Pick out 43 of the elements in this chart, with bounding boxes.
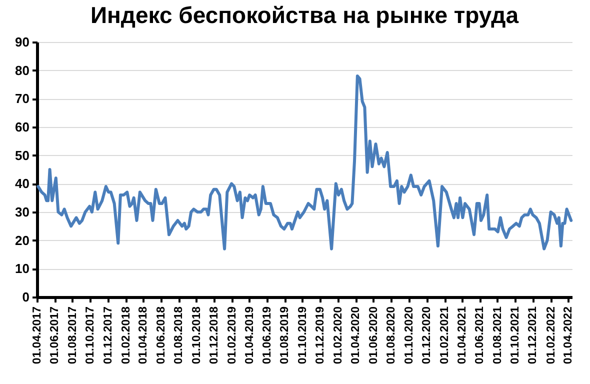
y-tick-label: 10 — [15, 261, 30, 276]
x-tick-label: 01.04.2020 — [350, 306, 362, 364]
x-tick-label: 01.12.2018 — [208, 306, 221, 364]
x-tick-label: 01.12.2021 — [527, 306, 540, 364]
x-tick-label: 01.06.2018 — [155, 306, 168, 364]
x-tick-label: 01.04.2022 — [562, 306, 574, 364]
y-tick-label: 0 — [22, 290, 30, 304]
y-tick-label: 70 — [15, 91, 30, 106]
x-tick-label: 01.06.2019 — [261, 306, 274, 364]
x-tick-label: 01.02.2019 — [226, 306, 239, 364]
x-tick-label: 01.04.2019 — [244, 306, 256, 364]
x-tick-label: 01.12.2017 — [102, 306, 114, 364]
x-tick-label: 01.02.2021 — [439, 306, 452, 364]
x-tick-label: 01.10.2018 — [190, 306, 203, 364]
x-tick-label: 01.04.2018 — [138, 306, 150, 364]
x-tick-label: 01.04.2017 — [32, 306, 44, 364]
x-tick-label: 01.06.2021 — [474, 306, 486, 364]
x-tick-label: 01.06.2017 — [49, 306, 62, 364]
line-series — [36, 74, 573, 250]
x-tick-label: 01.10.2021 — [510, 306, 522, 364]
y-tick-label: 20 — [15, 232, 30, 248]
x-tick-label: 01.10.2019 — [296, 306, 309, 364]
x-tick-label: 01.08.2019 — [279, 306, 292, 364]
x-tick-label: 01.08.2020 — [386, 306, 398, 364]
x-tick-label: 01.02.2022 — [545, 306, 558, 364]
x-tick-label: 01.12.2020 — [421, 306, 434, 364]
y-tick-label: 30 — [15, 204, 30, 220]
x-tick-label: 01.04.2021 — [456, 306, 468, 364]
x-tick-label: 01.12.2019 — [314, 306, 327, 364]
x-tick-label: 01.06.2020 — [368, 306, 380, 364]
y-tick-label: 90 — [15, 34, 30, 50]
y-tick-label: 80 — [15, 62, 30, 78]
x-tick-label: 01.02.2018 — [120, 306, 132, 364]
x-tick-label: 01.02.2020 — [332, 306, 345, 364]
chart-title: Индекс беспокойства на рынке труда — [90, 2, 519, 28]
x-tick-label: 01.08.2021 — [492, 306, 504, 364]
y-tick-label: 40 — [15, 176, 30, 192]
y-tick-label: 50 — [15, 148, 30, 163]
y-tick-label: 60 — [15, 120, 30, 134]
x-tick-label: 01.10.2020 — [403, 306, 416, 364]
x-tick-label: 01.08.2018 — [173, 306, 186, 364]
x-tick-label: 01.10.2017 — [84, 306, 97, 364]
x-tick-label: 01.08.2017 — [66, 306, 79, 364]
